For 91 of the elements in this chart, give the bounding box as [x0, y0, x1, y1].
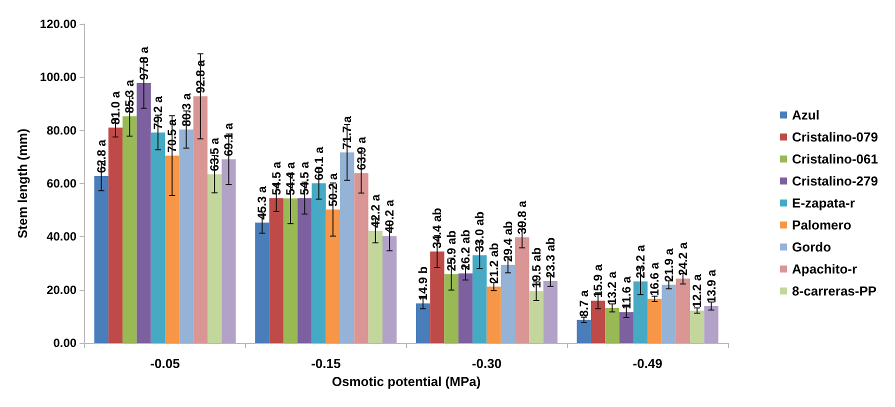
bar — [269, 198, 284, 343]
bar — [382, 236, 397, 343]
y-axis-title: Stem length (mm) — [15, 128, 30, 238]
bar — [326, 210, 340, 343]
data-label: 80.3 a — [179, 92, 194, 127]
bar — [576, 320, 591, 343]
bar — [704, 306, 718, 343]
x-tick-label: -0.49 — [632, 356, 662, 371]
bar — [312, 183, 326, 343]
bar — [222, 159, 236, 343]
data-label: 85.3 a — [122, 80, 137, 114]
x-tick-label: -0.30 — [472, 356, 502, 371]
y-tick-label: 0.00 — [53, 336, 77, 350]
bar — [368, 230, 382, 343]
bar — [165, 156, 180, 343]
bar — [179, 130, 194, 343]
bar — [255, 222, 270, 343]
data-label: 24.2 a — [676, 242, 690, 276]
y-tick-label: 20.00 — [46, 282, 77, 297]
legend-label: Azul — [792, 108, 820, 122]
data-label: 8.7 a — [576, 290, 591, 317]
legend-label: Apachito-r — [792, 262, 858, 276]
bar — [458, 273, 473, 343]
bar — [590, 300, 606, 343]
data-label: 63.5 a — [208, 138, 222, 172]
bar — [108, 128, 123, 343]
x-tick-label: -0.05 — [150, 356, 180, 371]
bar — [676, 278, 690, 343]
data-label: 21.2 ab — [486, 242, 501, 284]
bar — [690, 310, 704, 343]
bar — [283, 198, 298, 343]
data-label: 39.8 a — [515, 200, 530, 234]
bar — [619, 312, 634, 343]
data-label: 23.3 ab — [543, 237, 558, 278]
data-label: 12.2 a — [690, 274, 704, 308]
y-tick-label: 80.00 — [46, 123, 77, 138]
bar — [543, 281, 558, 343]
bar — [298, 198, 312, 343]
data-label: 33.0 ab — [472, 212, 487, 252]
data-label: 21.9 a — [662, 248, 676, 282]
bar — [150, 132, 166, 343]
data-label: 81.0 a — [108, 90, 122, 125]
bar — [486, 286, 501, 343]
data-label: 23.2 a — [634, 244, 648, 278]
data-label: 63.9 a — [354, 136, 368, 170]
data-label: 13.2 a — [605, 271, 620, 305]
bar — [605, 308, 620, 343]
legend-label: 8-carreras-PP — [792, 284, 877, 298]
data-label: 16.6 a — [648, 262, 662, 296]
bar — [500, 264, 516, 343]
y-tick-label: 120.00 — [40, 17, 77, 31]
data-label: 34.4 ab — [430, 208, 444, 249]
bar — [340, 152, 354, 343]
data-label: 26.2 ab — [458, 230, 472, 270]
x-axis-title: Osmotic potential (MPa) — [332, 374, 481, 389]
data-label: 45.3 a — [255, 186, 270, 220]
bar — [633, 281, 648, 343]
bar — [136, 83, 151, 343]
bar — [529, 291, 544, 343]
data-label: 71.7 a — [340, 116, 354, 150]
bar — [193, 96, 208, 343]
bar — [472, 255, 487, 343]
y-tick-label: 40.00 — [46, 230, 77, 244]
data-label: 54.5 a — [298, 161, 312, 196]
legend-label: Cristalino-061 — [792, 152, 878, 166]
bar — [444, 274, 458, 343]
legend-label: Palomero — [792, 218, 852, 232]
data-label: 13.9 a — [704, 269, 718, 304]
data-label: 11.6 a — [619, 276, 634, 310]
y-tick-label: 60.00 — [46, 176, 77, 190]
legend-label: Cristalino-279 — [792, 174, 878, 188]
legend-label: E-zapata-r — [792, 196, 855, 210]
bar — [354, 173, 368, 343]
data-label: 19.5 ab — [529, 247, 544, 288]
legend-label: Cristalino-079 — [792, 130, 878, 144]
bar — [94, 176, 108, 343]
data-label: 15.9 a — [591, 264, 606, 298]
bar — [416, 303, 430, 343]
legend-label: Gordo — [792, 240, 832, 254]
bar — [515, 237, 530, 343]
bar — [122, 116, 137, 343]
y-tick-label: 100.00 — [40, 70, 77, 84]
data-label: 42.2 a — [368, 194, 382, 228]
data-label: 14.9 b — [416, 266, 430, 300]
bar — [430, 252, 444, 343]
bar — [662, 284, 676, 343]
bar — [648, 298, 662, 343]
data-label: 29.4 ab — [500, 221, 515, 262]
x-tick-label: -0.15 — [311, 356, 341, 371]
bar — [207, 174, 222, 343]
data-label: 79.2 a — [150, 96, 165, 130]
